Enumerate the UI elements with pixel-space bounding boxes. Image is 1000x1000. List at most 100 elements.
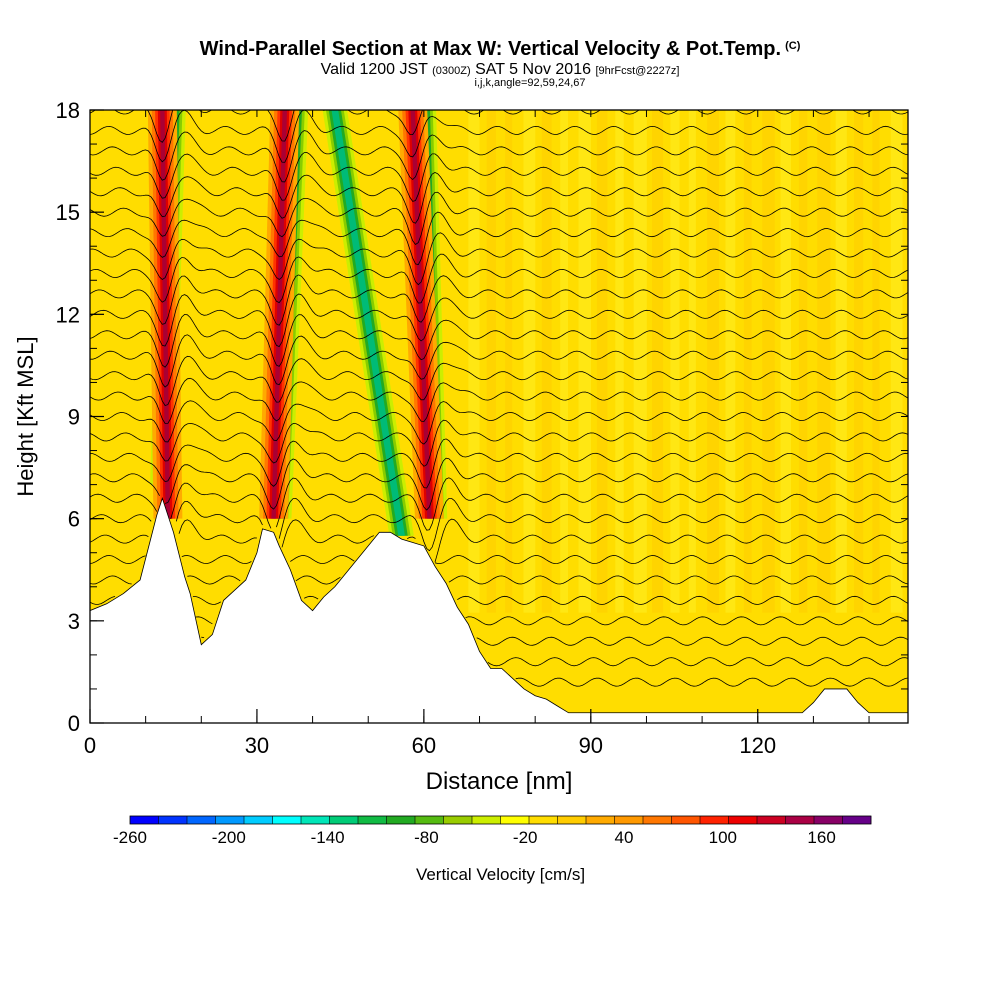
x-tick-label: 90 — [579, 733, 603, 758]
field-streak — [725, 110, 736, 613]
isentrope-line — [90, 355, 908, 406]
x-tick-label: 120 — [739, 733, 776, 758]
y-tick-label: 9 — [68, 405, 80, 430]
colorbar-swatch — [386, 816, 416, 824]
valid-utc: (0300Z) — [432, 65, 471, 77]
isentrope-line — [90, 477, 908, 531]
chart-subtitle: Valid 1200 JST (0300Z) SAT 5 Nov 2016 [9… — [320, 61, 680, 78]
field-streak — [560, 110, 569, 613]
y-tick-label: 0 — [68, 711, 80, 736]
forecast-info: [9hrFcst@2227z] — [595, 65, 680, 77]
isentrope-line — [90, 211, 908, 266]
isentrope-line — [90, 172, 908, 224]
field-streak — [541, 110, 552, 613]
field-streak — [707, 110, 719, 613]
updraft-band — [410, 110, 432, 519]
isentrope-line — [90, 313, 908, 368]
isentrope-line — [90, 232, 908, 286]
colorbar-swatch — [614, 816, 644, 824]
field-streak — [743, 110, 752, 613]
colorbar-swatch — [158, 816, 188, 824]
section-params: i,j,k,angle=92,59,24,67 — [474, 77, 586, 89]
colorbar-tick-label: -140 — [311, 828, 345, 847]
colorbar-tick-label: -260 — [113, 828, 147, 847]
isentrope-line — [90, 575, 908, 585]
x-axis-label: Distance [nm] — [426, 768, 573, 795]
y-tick-label: 6 — [68, 507, 80, 532]
colorbar-swatch — [757, 816, 786, 824]
isentrope-line — [90, 377, 908, 424]
isentrope-line — [201, 636, 908, 646]
field-streak — [872, 110, 880, 613]
field-streak — [798, 110, 808, 613]
updraft-band — [160, 110, 171, 519]
colorbar-label: Vertical Velocity [cm/s] — [416, 865, 585, 884]
colorbar-swatch — [415, 816, 444, 824]
colorbar-tick-label: 40 — [615, 828, 634, 847]
colorbar-swatch — [814, 816, 843, 824]
isentrope-line — [90, 110, 908, 163]
colorbar-tick-label: 100 — [709, 828, 737, 847]
x-tick-label: 30 — [245, 733, 269, 758]
updraft-band — [271, 110, 287, 519]
colorbar-swatch — [272, 816, 302, 824]
colorbar-swatch — [842, 816, 872, 824]
y-axis-label: Height [Kft MSL] — [13, 336, 38, 496]
y-tick-label: 12 — [56, 302, 80, 327]
y-tick-label: 3 — [68, 609, 80, 634]
isentrope-line — [90, 438, 908, 489]
colorbar-swatch — [671, 816, 701, 824]
field-streak — [633, 110, 647, 613]
colorbar-swatch — [358, 816, 387, 824]
field-streak — [615, 110, 624, 613]
colorbar-swatch — [728, 816, 758, 824]
title-mark: (C) — [785, 40, 801, 52]
field-streak — [835, 110, 847, 613]
field-streak — [780, 110, 792, 613]
field-streak — [596, 110, 608, 613]
colorbar-swatch — [500, 816, 530, 824]
colorbar-swatch — [785, 816, 815, 824]
downdraft-band — [331, 110, 405, 536]
colorbar-swatch — [472, 816, 501, 824]
colorbar-tick-label: -20 — [513, 828, 538, 847]
field-streak — [817, 110, 831, 613]
isentrope-line — [90, 497, 908, 552]
isentrope-line — [90, 152, 908, 202]
terrain — [90, 496, 908, 723]
field-streak — [688, 110, 696, 613]
chart-title: Wind-Parallel Section at Max W: Vertical… — [199, 38, 801, 60]
colorbar-swatch — [643, 816, 672, 824]
field-streak — [762, 110, 775, 613]
plot-content — [90, 110, 908, 723]
field-streak — [523, 110, 536, 613]
colorbar-tick-label: 160 — [807, 828, 835, 847]
colorbar-swatch — [244, 816, 273, 824]
isentrope-line — [90, 293, 908, 348]
isentrope-line — [90, 457, 908, 511]
field-streak — [468, 110, 480, 613]
field-streak — [505, 110, 513, 613]
colorbar-swatch — [586, 816, 615, 824]
y-tick-label: 15 — [56, 200, 80, 225]
colorbar-tick-label: -80 — [414, 828, 439, 847]
colorbar-swatch — [700, 816, 729, 824]
field-streak — [890, 110, 903, 613]
isentrope-line — [90, 130, 908, 183]
colorbar-swatch — [215, 816, 245, 824]
colorbar-swatch — [301, 816, 330, 824]
y-tick-label: 18 — [56, 98, 80, 123]
isentrope-line — [515, 677, 908, 687]
isentrope-line — [90, 253, 908, 304]
field-streak — [652, 110, 664, 613]
isentrope-line — [90, 518, 908, 563]
colorbar-swatch — [557, 816, 587, 824]
isentrope-line — [90, 400, 908, 445]
colorbar-tick-label: -200 — [212, 828, 246, 847]
field-streak — [854, 110, 864, 613]
field-streak — [578, 110, 592, 613]
isentrope-line — [487, 657, 908, 667]
colorbar-swatch — [329, 816, 359, 824]
isentrope-line — [90, 334, 908, 388]
